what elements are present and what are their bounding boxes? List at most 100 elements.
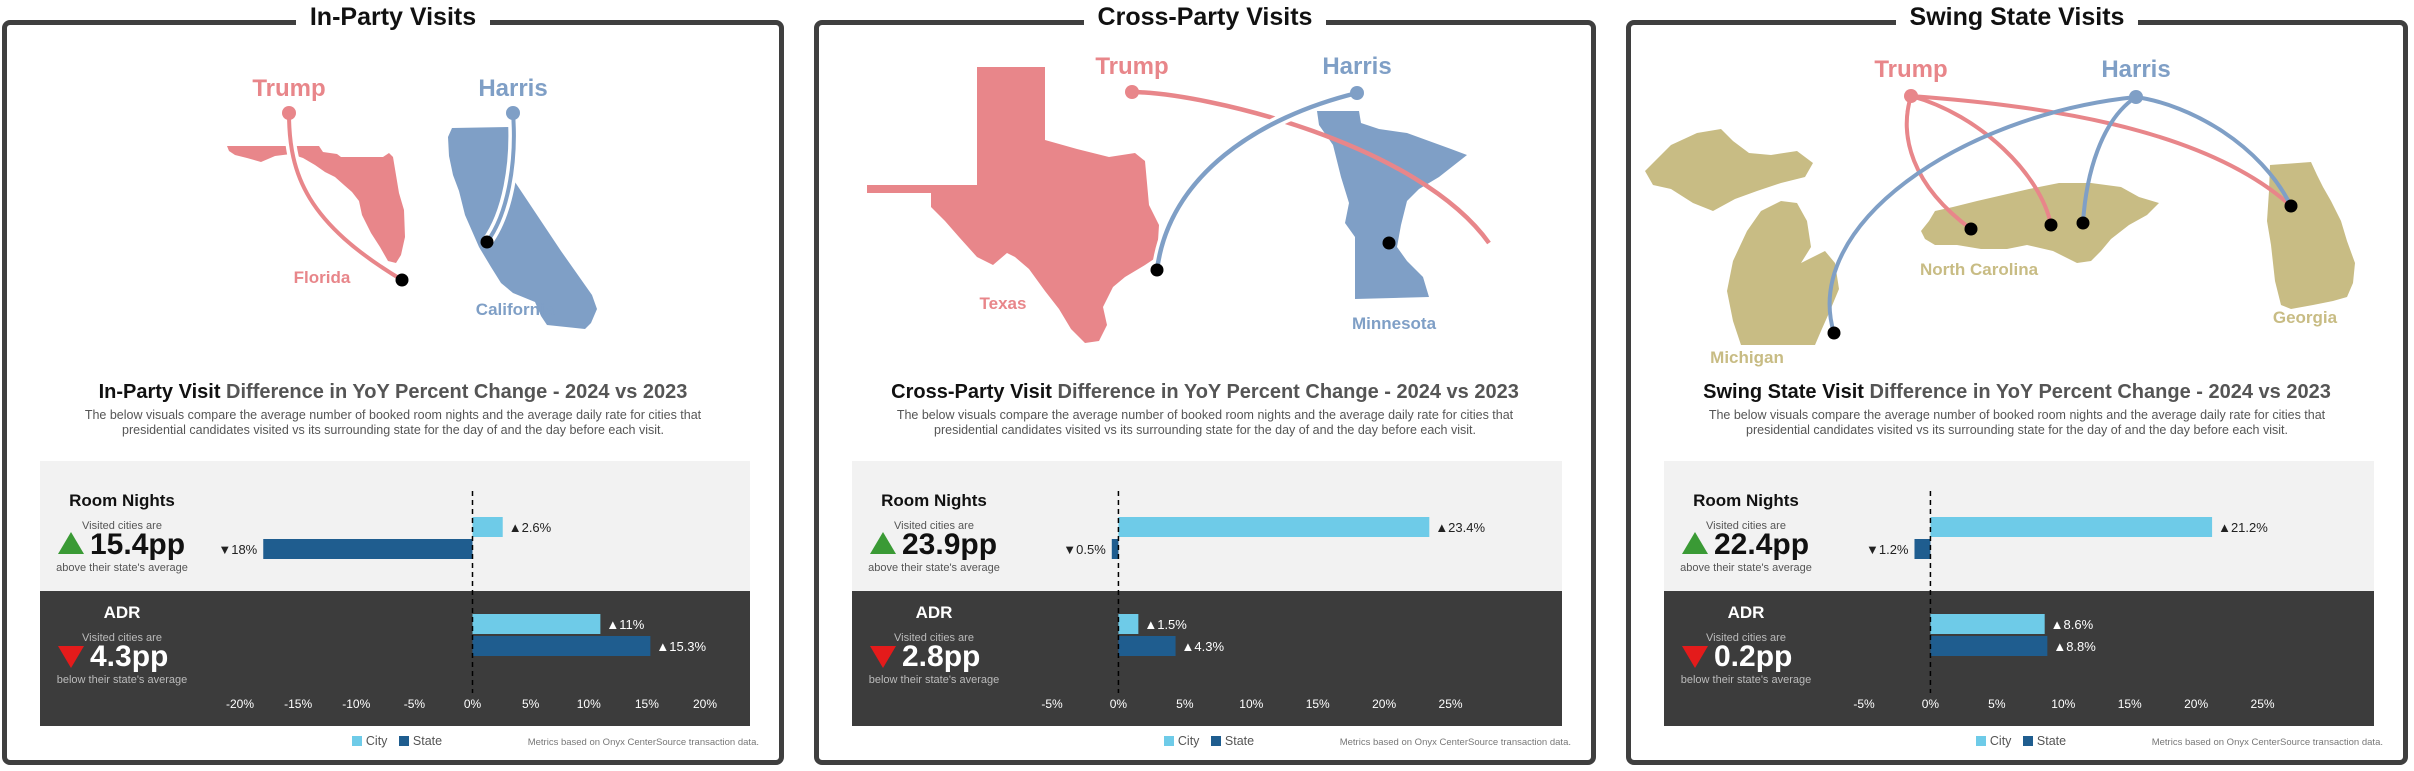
north-carolina-shape (1921, 183, 2159, 263)
panel-in-party: In-Party Visits Trump Harris Florida Cal… (2, 3, 784, 765)
cross-party-map-art: Trump Harris Texas Minnesota (867, 53, 1491, 343)
state-label-minnesota: Minnesota (1352, 314, 1437, 333)
harris-label: Harris (478, 75, 547, 102)
x-tick-label: 15% (635, 697, 659, 711)
room-nights-kpi-top: Visited cities are (1706, 520, 1786, 532)
trump-label: Trump (1874, 56, 1947, 83)
x-tick-label: 10% (577, 697, 601, 711)
nc-city-dot-1 (1964, 222, 1978, 236)
adr-kpi-bottom: below their state's average (1681, 674, 1812, 686)
x-tick-label: 25% (2251, 697, 2275, 711)
michigan-city-dot (1827, 326, 1841, 340)
harris-label: Harris (2101, 56, 2170, 83)
x-tick-label: 5% (1176, 697, 1194, 711)
legend-city-label: City (1177, 734, 1200, 748)
adr-bar-state (1118, 636, 1176, 656)
adr-data-label-state: ▲15.3% (656, 639, 706, 654)
legend-state-swatch (398, 736, 409, 746)
legend: City State (819, 734, 1591, 748)
california-city-dot (480, 235, 494, 249)
x-tick-label: 10% (1239, 697, 1263, 711)
x-tick-label: -5% (1853, 697, 1875, 711)
room-nights-bar-city (1118, 517, 1430, 537)
trump-label: Trump (252, 75, 325, 102)
harris-arc (1154, 90, 1358, 271)
room-nights-data-label-state: ▼0.5% (1063, 542, 1106, 557)
legend-city-label: City (1989, 734, 2012, 748)
chart-heading: Swing State Visit Difference in YoY Perc… (1703, 381, 2331, 403)
adr-data-label-state: ▲8.8% (2053, 639, 2096, 654)
legend-state-swatch (2022, 736, 2033, 746)
legend: City State (1631, 734, 2403, 748)
california-shape (448, 127, 597, 329)
room-nights-kpi-bottom: above their state's average (1680, 562, 1812, 574)
adr-band (1664, 591, 2374, 726)
adr-band (40, 591, 750, 726)
texas-city-dot (1150, 263, 1164, 277)
state-label-north-carolina: North Carolina (1920, 260, 2039, 279)
panel-title: In-Party Visits (295, 3, 491, 31)
state-label-florida: Florida (294, 268, 351, 287)
room-nights-up-arrow-icon (1682, 532, 1708, 554)
adr-kpi-top: Visited cities are (1706, 632, 1786, 644)
room-nights-kpi-top: Visited cities are (894, 520, 974, 532)
x-tick-label: -5% (404, 697, 426, 711)
legend-state-label: State (1224, 734, 1255, 748)
michigan-upper-shape (1645, 129, 1813, 211)
room-nights-band (40, 461, 750, 591)
adr-kpi-bottom: below their state's average (869, 674, 1000, 686)
room-nights-up-arrow-icon (58, 532, 84, 554)
florida-city-dot (395, 273, 409, 287)
michigan-lower-shape (1727, 201, 1839, 345)
harris-origin-dot (506, 106, 520, 120)
harris-origin-dot (2129, 90, 2143, 104)
adr-metric-name: ADR (1728, 603, 1765, 622)
source-credit: Metrics based on Onyx CenterSource trans… (1339, 737, 1571, 748)
adr-kpi-value: 4.3pp (90, 640, 168, 673)
room-nights-data-label-state: ▼1.2% (1866, 542, 1909, 557)
room-nights-metric-name: Room Nights (1693, 491, 1799, 510)
room-nights-bar-city (1930, 517, 2213, 537)
x-tick-label: 20% (1372, 697, 1396, 711)
room-nights-metric-name: Room Nights (881, 491, 987, 510)
x-tick-label: 15% (1306, 697, 1330, 711)
swing-state-map-art: Trump Harris Michigan North Carolina Geo… (1645, 56, 2355, 367)
adr-bar-city (1930, 614, 2045, 634)
legend-state-label: State (2036, 734, 2067, 748)
room-nights-bar-state (263, 539, 473, 559)
legend-state-swatch (1210, 736, 1221, 746)
adr-bar-city (1118, 614, 1139, 634)
state-label-texas: Texas (980, 294, 1027, 313)
room-nights-bar-city (472, 517, 503, 537)
adr-bar-city (472, 614, 601, 634)
panel-swing-state: Swing State Visits Trump Harris Michigan… (1626, 3, 2408, 765)
legend-state-label: State (412, 734, 443, 748)
adr-kpi-bottom: below their state's average (57, 674, 188, 686)
adr-metric-name: ADR (104, 603, 141, 622)
trump-arc (1131, 89, 1491, 245)
adr-kpi-top: Visited cities are (82, 632, 162, 644)
minnesota-city-dot (1382, 236, 1396, 250)
room-nights-bar-state (1111, 539, 1119, 559)
room-nights-kpi-bottom: above their state's average (868, 562, 1000, 574)
state-label-michigan: Michigan (1710, 348, 1784, 367)
chart-description: The below visuals compare the average nu… (896, 408, 1514, 437)
adr-down-arrow-icon (1682, 646, 1708, 668)
in-party-map-art: Trump Harris Florida California (227, 75, 597, 329)
nc-city-dot-3 (2076, 216, 2090, 230)
adr-band (852, 591, 1562, 726)
legend: City State (7, 734, 779, 748)
x-tick-label: 20% (693, 697, 717, 711)
adr-data-label-state: ▲4.3% (1182, 639, 1225, 654)
adr-bar-state (1930, 636, 2048, 656)
x-tick-label: -10% (342, 697, 370, 711)
chart-description: The below visuals compare the average nu… (1708, 408, 2326, 437)
source-credit: Metrics based on Onyx CenterSource trans… (527, 737, 759, 748)
trump-arc-1 (1904, 95, 1973, 231)
room-nights-data-label-city: ▲23.4% (1435, 520, 1485, 535)
x-tick-label: 25% (1439, 697, 1463, 711)
panel-title: Swing State Visits (1895, 3, 2139, 31)
trump-origin-dot (1904, 89, 1918, 103)
room-nights-kpi-value: 23.9pp (902, 528, 997, 561)
adr-data-label-city: ▲11% (606, 617, 644, 632)
